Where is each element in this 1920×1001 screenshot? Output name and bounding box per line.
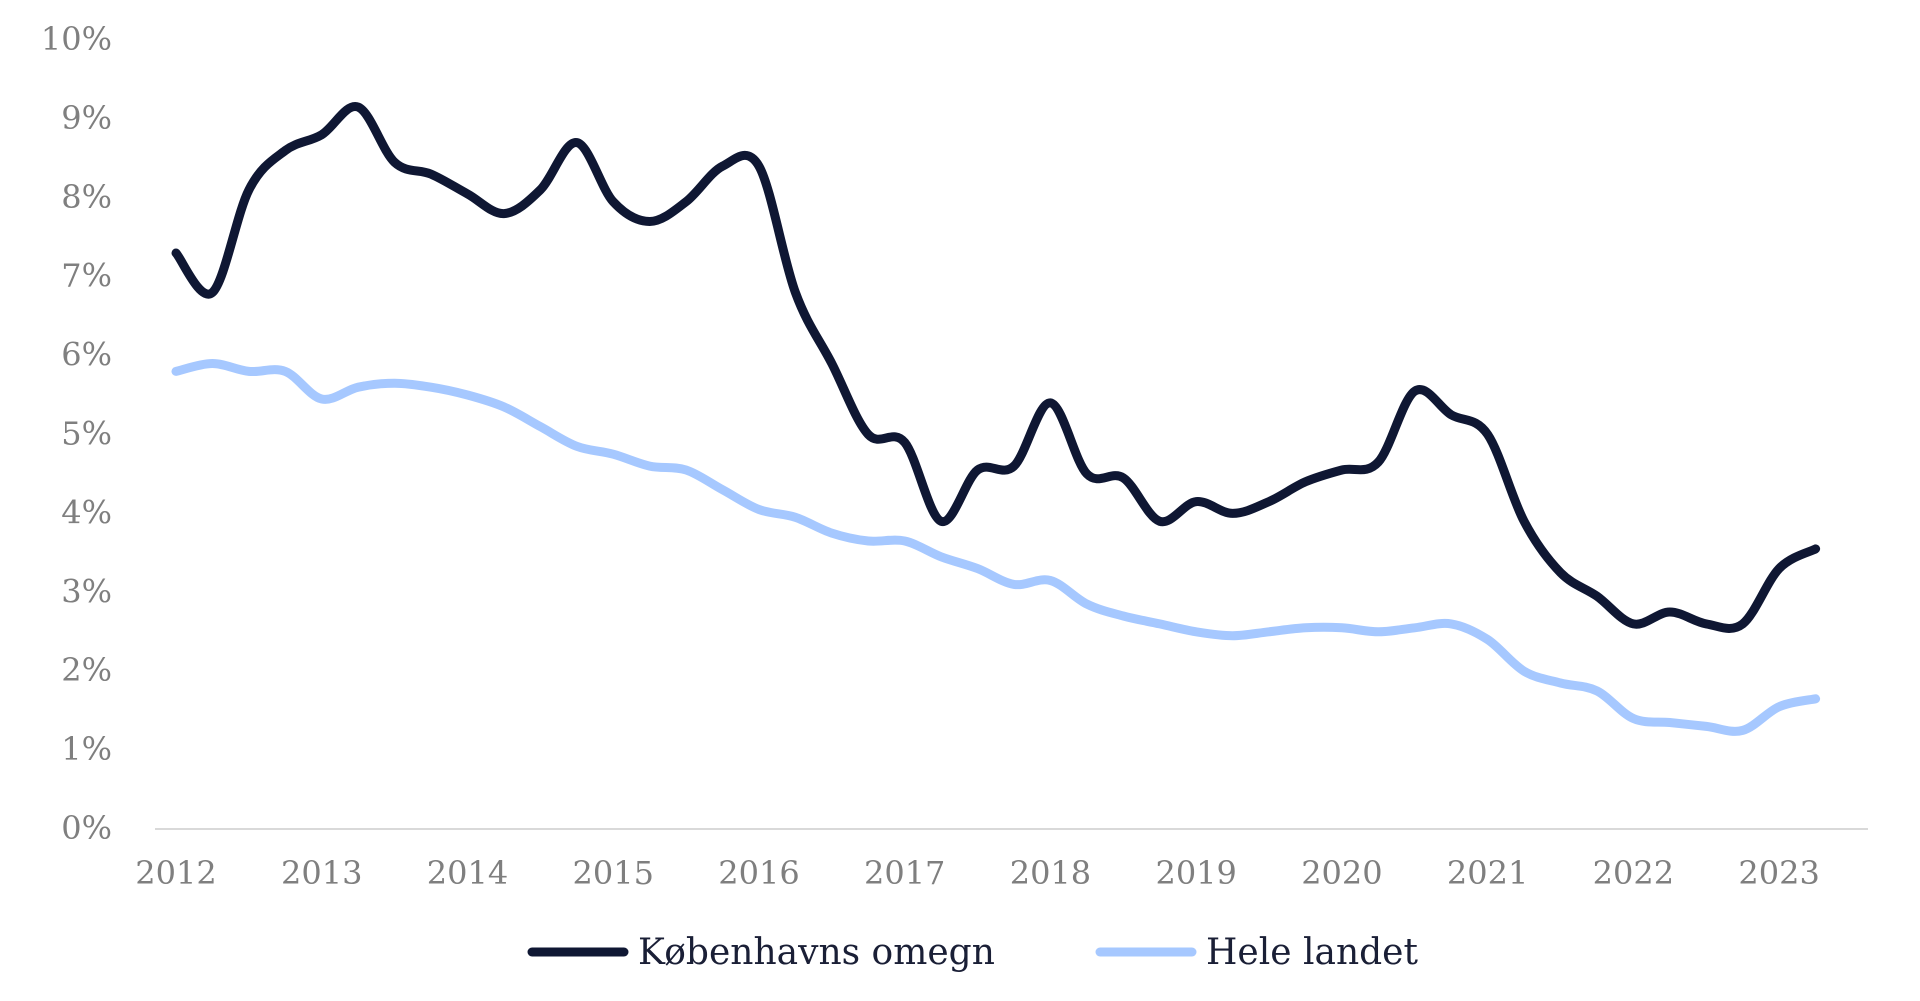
y-tick-label: 6%	[61, 336, 112, 374]
y-tick-label: 2%	[61, 651, 112, 689]
y-tick-label: 10%	[41, 20, 112, 58]
x-tick-label: 2023	[1738, 854, 1819, 892]
x-tick-label: 2022	[1593, 854, 1674, 892]
x-tick-label: 2017	[864, 854, 945, 892]
legend-label-0: Københavns omegn	[638, 932, 995, 973]
x-tick-label: 2018	[1010, 854, 1091, 892]
series-lines	[171, 102, 1821, 736]
x-tick-label: 2020	[1301, 854, 1382, 892]
y-tick-label: 7%	[61, 257, 112, 295]
x-tick-label: 2014	[427, 854, 508, 892]
y-tick-label: 9%	[61, 99, 112, 137]
x-tick-label: 2012	[135, 854, 216, 892]
y-axis-ticks: 0% 1% 2% 3% 4% 5% 6% 7% 8% 9% 10%	[41, 20, 112, 847]
y-tick-label: 1%	[61, 730, 112, 768]
x-tick-label: 2016	[718, 854, 799, 892]
x-tick-label: 2015	[572, 854, 653, 892]
series-line-0	[171, 102, 1821, 633]
y-tick-label: 3%	[61, 572, 112, 610]
y-tick-label: 4%	[61, 493, 112, 531]
x-tick-label: 2019	[1155, 854, 1236, 892]
y-tick-label: 5%	[61, 415, 112, 453]
legend: Københavns omegn Hele landet	[527, 932, 1418, 973]
x-tick-label: 2013	[281, 854, 362, 892]
y-tick-label: 8%	[61, 178, 112, 216]
legend-label-1: Hele landet	[1206, 932, 1418, 973]
x-tick-label: 2021	[1447, 854, 1528, 892]
y-tick-label: 0%	[61, 809, 112, 847]
x-axis-ticks: 2012 2013 2014 2015 2016 2017 2018 2019 2020 2021…	[135, 854, 1820, 892]
series-line-1	[171, 359, 1821, 736]
